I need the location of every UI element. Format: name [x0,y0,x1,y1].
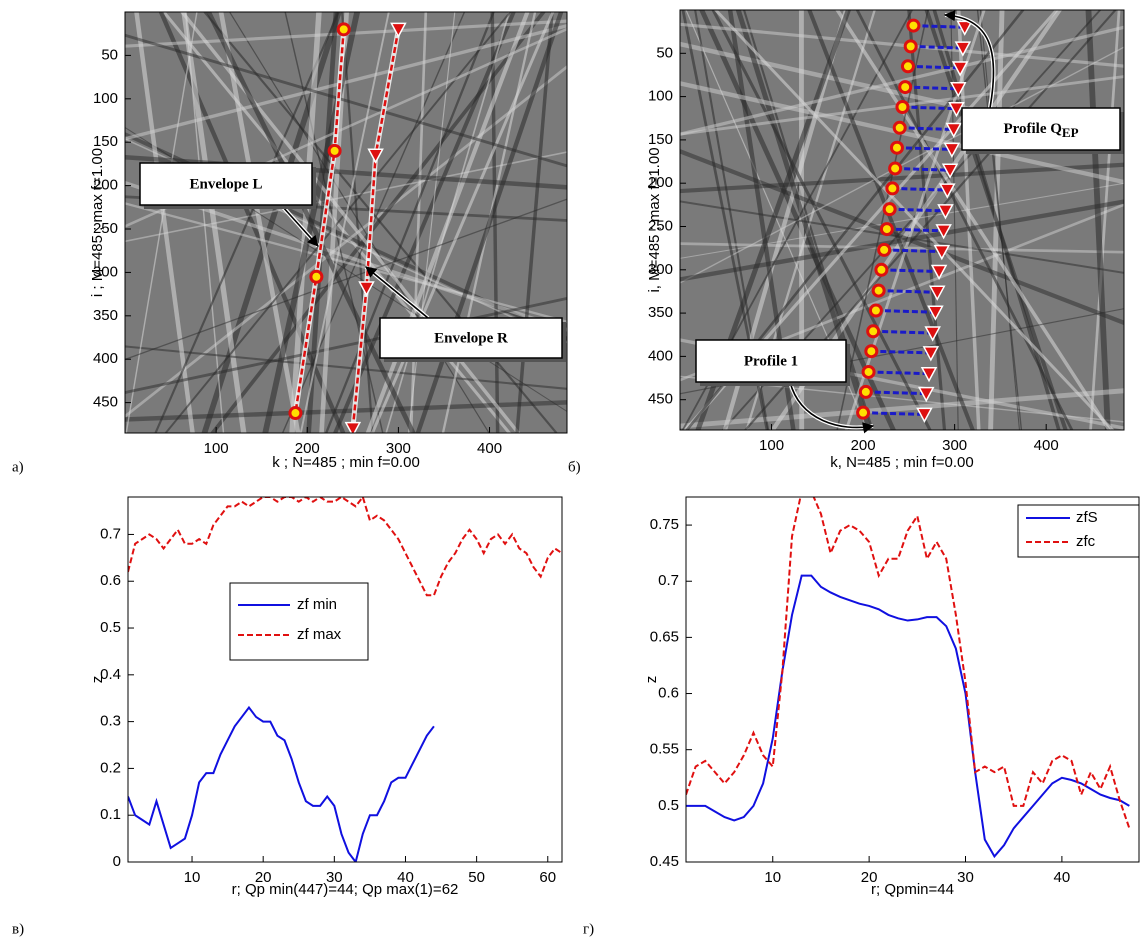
point-marker [866,346,877,357]
point-marker [884,204,895,215]
y-tick-label: 0.3 [100,713,121,730]
x-tick-label: 300 [942,437,967,454]
y-tick-label: 50 [656,44,673,61]
x-tick-label: 30 [957,869,974,886]
y-tick-label: 50 [101,46,118,63]
panel-label: г) [583,921,594,937]
y-tick-label: 150 [93,133,118,150]
y-tick-label: 0 [113,853,121,870]
panel-label: в) [12,921,24,937]
point-marker [887,183,898,194]
x-axis-label: k ; N=485 ; min f=0.00 [272,454,420,471]
y-tick-label: 150 [648,131,673,148]
y-tick-label: 450 [648,391,673,408]
point-marker [870,305,881,316]
y-axis-label: z [89,676,106,684]
y-tick-label: 400 [648,347,673,364]
y-tick-label: 100 [93,90,118,107]
y-tick-label: 0.55 [650,741,679,758]
y-tick-label: 0.5 [658,797,679,814]
annotation: Envelope L [190,176,263,192]
y-tick-label: 0.7 [100,525,121,542]
x-axis-label: k, N=485 ; min f=0.00 [830,454,973,471]
point-marker [311,271,322,282]
point-marker [876,264,887,275]
legend-label: zf max [297,626,342,643]
point-marker [338,24,349,35]
point-marker [902,61,913,72]
y-tick-label: 350 [93,307,118,324]
y-tick-label: 400 [93,350,118,367]
y-tick-label: 0.65 [650,628,679,645]
annotation-subscript: EP [1062,125,1079,140]
x-tick-label: 10 [184,869,201,886]
annotation-text: Profile Q [1003,121,1062,137]
point-marker [908,20,919,31]
x-tick-label: 50 [468,869,485,886]
y-tick-label: 0.1 [100,806,121,823]
legend-label: zfS [1076,509,1098,526]
point-marker [905,41,916,52]
legend-label: zf min [297,596,337,613]
legend-box [230,583,368,660]
point-marker [894,122,905,133]
x-tick-label: 60 [539,869,556,886]
x-tick-label: 400 [1034,437,1059,454]
y-tick-label: 350 [648,304,673,321]
panel-label: б) [568,459,581,475]
y-tick-label: 0.2 [100,759,121,776]
x-tick-label: 10 [764,869,781,886]
figure: 10020030040050100150200250300350400450En… [0,0,1141,948]
point-marker [881,224,892,235]
x-axis-label: r; Qp min(447)=44; Qp max(1)=62 [232,881,459,898]
x-axis-label: r; Qpmin=44 [871,881,954,898]
y-tick-label: 0.7 [658,572,679,589]
point-marker [879,244,890,255]
point-marker [329,145,340,156]
y-tick-label: 0.5 [100,619,121,636]
x-tick-label: 40 [1054,869,1071,886]
annotation: Profile 1 [744,353,798,369]
x-tick-label: 200 [851,437,876,454]
point-marker [900,82,911,93]
y-axis-label: i, M=485 ; max f=1.00 [646,147,663,292]
point-marker [897,101,908,112]
point-marker [890,163,901,174]
point-marker [858,407,869,418]
annotation: Profile QEP [1003,121,1078,140]
panel-label: а) [12,459,24,475]
point-marker [860,386,871,397]
y-tick-label: 0.45 [650,853,679,870]
x-tick-label: 400 [477,440,502,457]
y-tick-label: 0.75 [650,516,679,533]
point-marker [873,285,884,296]
y-axis-label: z [643,676,660,684]
y-tick-label: 0.6 [100,572,121,589]
point-marker [891,142,902,153]
y-axis-label: i ; M=485 ; max f=1.00 [89,148,106,297]
y-tick-label: 0.6 [658,685,679,702]
y-tick-label: 450 [93,394,118,411]
point-marker [868,326,879,337]
x-tick-label: 100 [204,440,229,457]
legend-label: zfc [1076,533,1096,550]
point-marker [290,408,301,419]
annotation: Envelope R [434,330,508,346]
point-marker [863,366,874,377]
y-tick-label: 100 [648,88,673,105]
x-tick-label: 100 [759,437,784,454]
